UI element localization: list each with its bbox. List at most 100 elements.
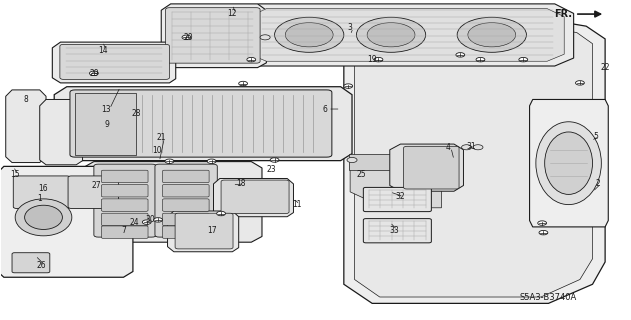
Circle shape (143, 220, 151, 224)
FancyBboxPatch shape (60, 44, 170, 79)
Text: 21: 21 (156, 133, 166, 142)
Circle shape (182, 35, 191, 40)
FancyBboxPatch shape (404, 146, 459, 189)
Circle shape (344, 84, 353, 88)
Text: 3: 3 (348, 23, 353, 32)
Text: 2: 2 (595, 180, 600, 188)
Circle shape (476, 57, 485, 62)
Polygon shape (350, 160, 442, 208)
Text: 11: 11 (292, 200, 302, 209)
FancyBboxPatch shape (155, 164, 217, 237)
Text: 6: 6 (322, 105, 327, 114)
Polygon shape (344, 20, 605, 303)
FancyBboxPatch shape (163, 199, 209, 211)
Text: 27: 27 (91, 181, 101, 190)
Polygon shape (241, 4, 574, 66)
Ellipse shape (536, 122, 601, 204)
FancyBboxPatch shape (163, 170, 209, 183)
Ellipse shape (347, 157, 357, 163)
Text: 31: 31 (467, 142, 476, 151)
Text: 1: 1 (37, 194, 42, 203)
Polygon shape (390, 144, 463, 191)
FancyBboxPatch shape (12, 253, 50, 273)
Text: 28: 28 (131, 109, 141, 118)
Ellipse shape (457, 17, 526, 52)
Ellipse shape (461, 145, 471, 150)
FancyBboxPatch shape (163, 185, 209, 197)
Circle shape (519, 57, 528, 62)
FancyBboxPatch shape (68, 176, 119, 208)
Ellipse shape (25, 205, 62, 229)
Ellipse shape (285, 23, 333, 47)
Text: 15: 15 (9, 170, 20, 179)
Text: 19: 19 (367, 55, 377, 64)
Text: 32: 32 (396, 192, 405, 201)
Polygon shape (529, 100, 608, 227)
Polygon shape (40, 100, 83, 165)
Text: 8: 8 (23, 95, 28, 104)
Circle shape (90, 71, 98, 76)
Circle shape (575, 81, 584, 85)
Circle shape (456, 52, 464, 57)
Ellipse shape (260, 35, 270, 40)
FancyBboxPatch shape (163, 213, 209, 226)
Text: 7: 7 (121, 226, 126, 235)
Text: 30: 30 (146, 215, 155, 224)
Circle shape (165, 159, 174, 164)
Ellipse shape (274, 17, 344, 52)
Text: 20: 20 (184, 33, 193, 42)
Text: 26: 26 (37, 261, 47, 270)
Text: 16: 16 (38, 184, 49, 193)
FancyBboxPatch shape (102, 185, 148, 197)
Text: 12: 12 (228, 9, 237, 18)
Circle shape (239, 81, 247, 86)
FancyBboxPatch shape (102, 226, 148, 238)
Polygon shape (213, 179, 293, 217)
Text: 23: 23 (267, 165, 276, 174)
Text: 5: 5 (593, 132, 598, 140)
Text: 4: 4 (445, 143, 450, 152)
Text: FR.: FR. (555, 9, 572, 19)
Ellipse shape (473, 145, 483, 150)
Circle shape (538, 221, 546, 225)
FancyBboxPatch shape (363, 219, 432, 243)
FancyBboxPatch shape (221, 180, 289, 213)
Text: 24: 24 (129, 218, 139, 227)
Circle shape (270, 158, 279, 162)
Ellipse shape (468, 23, 516, 47)
Polygon shape (75, 93, 136, 155)
FancyBboxPatch shape (166, 8, 260, 63)
Circle shape (154, 218, 163, 222)
Text: 9: 9 (104, 120, 109, 130)
Circle shape (216, 211, 225, 216)
Ellipse shape (357, 17, 426, 52)
Polygon shape (83, 162, 262, 242)
Circle shape (207, 159, 216, 164)
Polygon shape (168, 211, 239, 252)
Polygon shape (249, 9, 564, 61)
Text: 13: 13 (102, 105, 111, 114)
Circle shape (539, 230, 548, 235)
FancyBboxPatch shape (102, 170, 148, 183)
FancyBboxPatch shape (70, 90, 332, 157)
Text: 14: 14 (98, 45, 107, 55)
FancyBboxPatch shape (13, 176, 70, 208)
Text: 29: 29 (89, 69, 98, 78)
Polygon shape (54, 87, 352, 161)
Ellipse shape (367, 23, 415, 47)
Polygon shape (0, 166, 133, 277)
FancyBboxPatch shape (102, 199, 148, 211)
Polygon shape (162, 4, 266, 68)
Polygon shape (349, 154, 404, 170)
FancyBboxPatch shape (102, 213, 148, 226)
FancyBboxPatch shape (363, 188, 432, 212)
Text: 25: 25 (356, 170, 365, 179)
Polygon shape (355, 27, 593, 297)
Text: 10: 10 (152, 146, 162, 155)
Text: 18: 18 (237, 180, 246, 188)
Text: 33: 33 (389, 226, 399, 235)
Polygon shape (6, 90, 46, 163)
Text: 17: 17 (207, 226, 216, 235)
Text: S5A3-B3740A: S5A3-B3740A (520, 292, 577, 301)
Ellipse shape (545, 132, 593, 195)
